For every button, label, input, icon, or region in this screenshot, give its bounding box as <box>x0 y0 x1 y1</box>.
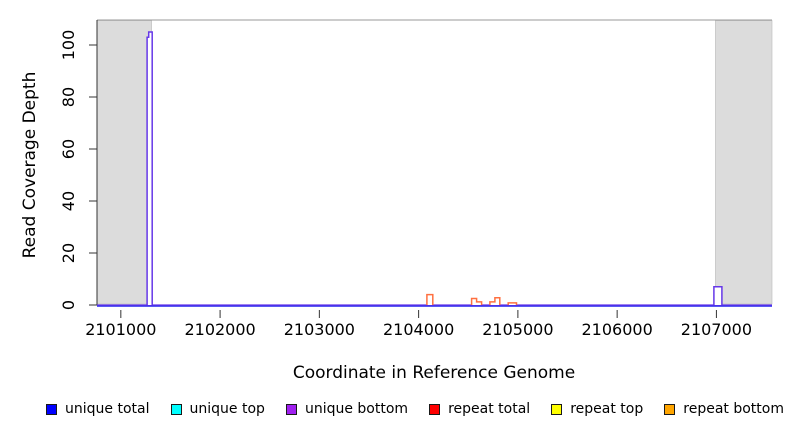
legend-label: repeat bottom <box>683 401 784 417</box>
legend-swatch-icon <box>46 403 57 415</box>
legend-swatch-icon <box>551 403 563 415</box>
legend-item-unique-bottom: unique bottom <box>285 401 409 417</box>
x-tick-label: 2106000 <box>582 320 653 339</box>
coverage-peak-repeat-bottom <box>489 296 501 305</box>
x-axis-title: Coordinate in Reference Genome <box>292 363 576 383</box>
coverage-peak-repeat-bottom <box>470 297 483 305</box>
x-tick-label: 2105000 <box>482 320 553 339</box>
legend-label: repeat top <box>570 401 644 417</box>
y-tick-label: 20 <box>59 243 78 263</box>
legend-swatch-icon <box>170 403 182 415</box>
legend-swatch-icon <box>664 403 676 415</box>
coverage-peak-unique-bottom <box>713 286 723 305</box>
legend: unique total unique top unique bottom repea… <box>46 398 784 420</box>
masked-region <box>96 20 152 305</box>
legend-label: unique bottom <box>304 401 409 417</box>
y-tick-label: 80 <box>59 87 78 107</box>
y-tick-label: 0 <box>59 300 78 310</box>
y-tick-label: 100 <box>59 30 78 61</box>
y-tick-label: 40 <box>59 191 78 211</box>
legend-label: repeat total <box>448 401 531 417</box>
coverage-peak-repeat-bottom <box>507 302 518 305</box>
legend-label: unique total <box>65 401 150 417</box>
legend-swatch-icon <box>429 403 441 415</box>
x-tick-label: 2102000 <box>184 320 255 339</box>
legend-item-unique-top: unique top <box>170 401 265 417</box>
x-tick-label: 2104000 <box>383 320 454 339</box>
legend-item-unique-total: unique total <box>46 401 149 417</box>
legend-label: unique top <box>189 401 265 417</box>
legend-item-repeat-bottom: repeat bottom <box>664 401 784 417</box>
y-tick-label: 60 <box>59 139 78 159</box>
x-tick-label: 2107000 <box>681 320 752 339</box>
legend-item-repeat-top: repeat top <box>551 401 643 417</box>
x-tick-label: 2101000 <box>85 320 156 339</box>
coverage-peak-unique-bottom <box>146 31 153 305</box>
y-axis-title: Read Coverage Depth <box>20 71 40 259</box>
x-tick-label: 2103000 <box>284 320 355 339</box>
legend-swatch-icon <box>285 403 297 415</box>
coverage-peak-repeat-bottom <box>426 293 434 305</box>
legend-item-repeat-total: repeat total <box>429 401 530 417</box>
masked-region <box>715 20 773 305</box>
